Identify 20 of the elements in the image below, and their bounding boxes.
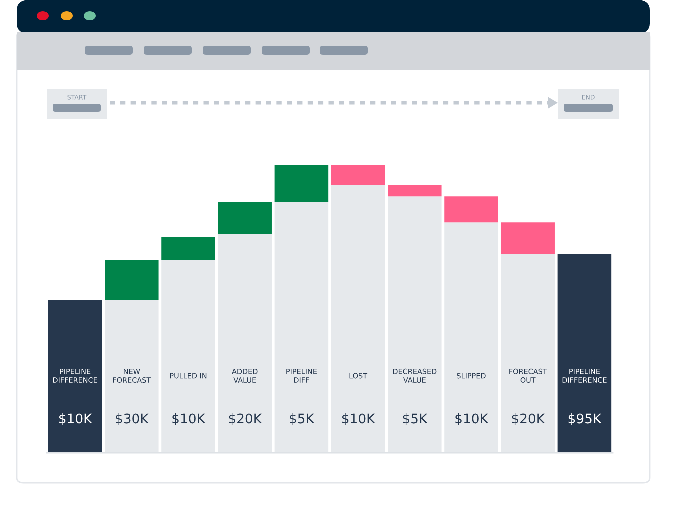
annotation: $5K (290, 413, 315, 426)
bar (218, 202, 272, 234)
bar (501, 222, 555, 254)
annotation: $10K (172, 413, 206, 426)
bar (558, 254, 612, 453)
bar (331, 165, 386, 186)
bar (444, 196, 498, 223)
annotation: $10K (342, 413, 376, 426)
annotation: $95K (568, 413, 602, 426)
annotation: $20K (512, 413, 546, 426)
bar (274, 165, 329, 202)
annotation: $10K (59, 413, 92, 426)
bar (105, 260, 159, 300)
annotation: $5K (403, 413, 428, 426)
bar (388, 185, 442, 197)
bar (162, 237, 216, 260)
annotation: $30K (116, 413, 150, 426)
annotation: $10K (456, 413, 489, 426)
annotation: $20K (229, 413, 262, 426)
bar (48, 300, 102, 453)
